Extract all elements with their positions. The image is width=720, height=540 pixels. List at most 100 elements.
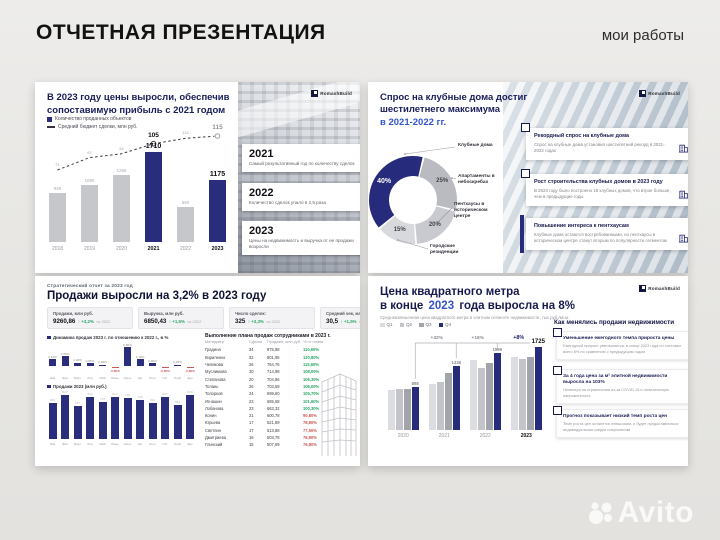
slide-prices-2023: В 2023 году цены выросли, обеспечив сопо… xyxy=(35,82,360,273)
bar-value: -0,80% xyxy=(160,369,170,373)
insight-card: Повышение интереса к пентхаусам Клубные д… xyxy=(520,214,688,254)
legend-swatch-icon xyxy=(399,322,405,328)
bar xyxy=(437,382,444,430)
cell-deals: 17 xyxy=(249,427,254,433)
table-row: Дмитриева 16 503,78 76,90% xyxy=(205,434,333,441)
bar xyxy=(535,347,542,430)
line-swatch-icon xyxy=(47,126,55,128)
cell-deals: 17 xyxy=(249,420,254,426)
cell-sales: 704,86 xyxy=(267,376,280,382)
cell-manager: Конин xyxy=(205,413,217,419)
insight-card: За 4 года цена за м² элитной недвижимост… xyxy=(553,366,688,405)
cell-plan-percent: 115,60% xyxy=(303,362,319,368)
cell-sales: 699,60 xyxy=(267,391,280,397)
axis-label: Май xyxy=(99,375,106,380)
growth-label: +8% xyxy=(505,334,532,341)
legend-item: Q3 xyxy=(419,322,432,328)
axis-label: 2023 xyxy=(520,433,532,439)
cell-deals: 34 xyxy=(249,347,254,353)
bar xyxy=(136,400,144,439)
avito-logo-text: Avito xyxy=(617,496,694,529)
cell-manager: Градина xyxy=(205,347,221,353)
brand-logo-icon xyxy=(310,90,318,97)
cell-manager: Степанова xyxy=(205,376,226,382)
insight-card: Уменьшение ежегодного темпа прироста цен… xyxy=(553,328,688,361)
bar xyxy=(511,357,518,430)
bar-value: 2,10% xyxy=(135,354,145,359)
column-header: Сделки xyxy=(249,339,263,344)
slide1-title-line2: сопоставимую прибыль с 2021 годом xyxy=(47,104,226,116)
bar-value: 1710 xyxy=(145,143,162,150)
slide4-title-line2: в конце 2023 года выросла на 8% xyxy=(380,299,575,313)
cell-plan-percent: 120,80% xyxy=(303,354,320,360)
table-row: Муслимова 30 714,98 108,00% xyxy=(205,368,333,375)
table-row: Глинский 15 507,69 76,80% xyxy=(205,441,333,448)
bar xyxy=(111,397,119,439)
kpi-card: Число сделок: 325 ↑ +3,3% vs 2022 xyxy=(229,307,315,329)
square-bullet-icon xyxy=(553,406,562,415)
legend-swatch-icon xyxy=(419,322,424,328)
bar xyxy=(177,207,194,242)
year-card-year: 2022 xyxy=(249,187,274,199)
bar-value: 1265 xyxy=(116,168,127,173)
axis-label: 2021 xyxy=(438,433,450,439)
slide3-sales-chart: 694 Янв 847 Фев 637 Март 802 Апр 715 Май 812 Июнь 79… xyxy=(47,390,199,449)
bar xyxy=(186,395,194,439)
cell-manager: Чепикова xyxy=(205,362,224,368)
year-card-year: 2021 xyxy=(249,148,274,160)
axis-label: Фев xyxy=(62,441,68,446)
axis-label: Июль xyxy=(123,375,132,380)
table-row: Толань 26 703,69 106,00% xyxy=(205,383,333,390)
cell-manager: Глинский xyxy=(205,442,223,448)
slide3-title: Продажи выросли на 3,2% в 2023 году xyxy=(47,290,267,302)
bar-value: 2,14% xyxy=(48,354,57,359)
bar xyxy=(445,373,452,430)
cell-sales: 503,78 xyxy=(267,435,280,441)
dynamics-title-text: Динамика продаж 2023 г. по отношению к 2… xyxy=(53,335,169,340)
insight-card-body: Спрос на клубные дома установил шестилет… xyxy=(534,142,665,154)
table-row: Степанова 20 704,86 106,30% xyxy=(205,376,333,383)
year-card-text: Количество сделок упало в 2,5 раза xyxy=(249,200,326,205)
slide2-donut-chart xyxy=(369,146,457,250)
year-card: 2022 Количество сделок упало в 2,5 раза xyxy=(242,183,360,212)
bar xyxy=(149,363,156,366)
cell-plan-percent: 76,80% xyxy=(303,442,317,448)
square-bullet-icon xyxy=(521,123,530,132)
cell-sales: 714,98 xyxy=(267,369,280,375)
kpi-vs-label: vs 2022 xyxy=(266,318,281,324)
cell-manager: Юрьева xyxy=(205,420,221,426)
bar xyxy=(527,357,534,430)
cell-deals: 23 xyxy=(249,398,254,404)
legend-label: Q4 xyxy=(445,322,452,327)
axis-label: Янв xyxy=(49,441,56,446)
kpi-card: Средний чек, млн руб.30,5↑ +1,5%vs 2022 xyxy=(320,307,360,329)
insight-card-title: Повышение интереса к пентхаусам xyxy=(534,223,629,229)
axis-label: Авг xyxy=(137,375,143,380)
bar-value: -0,80% xyxy=(110,369,120,373)
kpi-value-row: 9260,86 ↑ +3,2% vs 2022 xyxy=(53,318,127,325)
kpi-delta: ↑ +3,2% xyxy=(77,318,94,324)
leader-dot xyxy=(451,177,453,179)
bar xyxy=(453,366,460,430)
table-row: Светлин 17 513,88 77,50% xyxy=(205,427,333,434)
axis-label: 2022 xyxy=(479,433,491,439)
bar-value: 0,85% xyxy=(148,358,157,363)
insight-card: Прогноз показывает низкий темп роста цен… xyxy=(553,406,688,439)
bar xyxy=(61,395,69,439)
kpi-vs-label: vs 2022 xyxy=(187,318,202,324)
line-value: 92 xyxy=(119,145,124,151)
legend-swatch-icon xyxy=(380,322,385,328)
insight-card-body: В 2023 году было построено 18 клубных до… xyxy=(534,188,671,200)
cell-manager: Кириленко xyxy=(205,354,226,360)
bar xyxy=(49,193,66,242)
slide2-title-line2: шестилетнего максимума xyxy=(380,104,501,116)
brand-logo-text: RomashBuild xyxy=(648,286,680,291)
cell-deals: 32 xyxy=(249,354,254,360)
bar-value: 1080 xyxy=(84,178,95,183)
brand-logo: RomashBuild xyxy=(310,90,352,97)
kpi-delta: ↑ +1,5% xyxy=(340,318,357,324)
cell-sales: 507,69 xyxy=(267,442,280,448)
brand-logo: RomashBuild xyxy=(638,90,680,97)
bar xyxy=(123,398,132,439)
brand-logo-text: RomashBuild xyxy=(320,91,352,96)
